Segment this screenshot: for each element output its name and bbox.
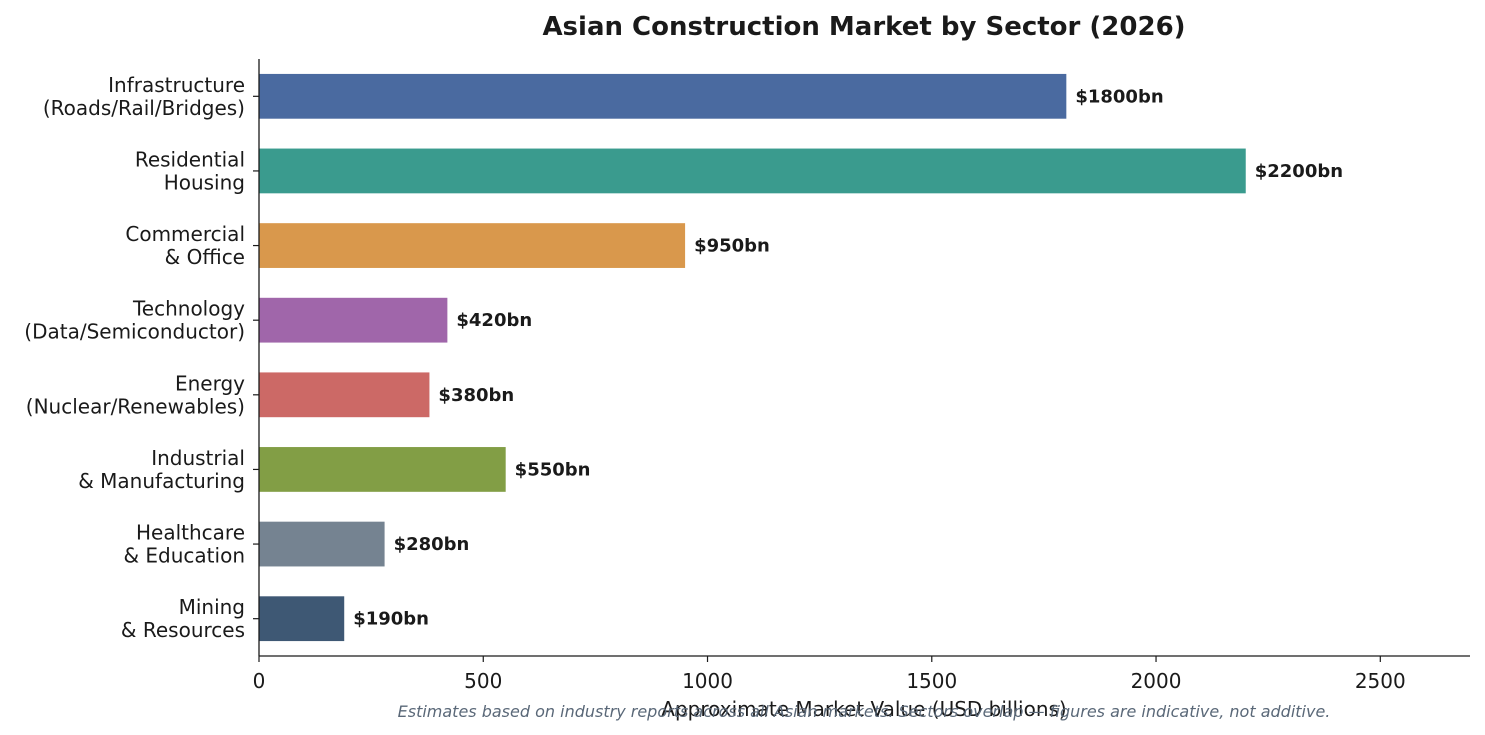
category-label-line: Mining (179, 595, 245, 619)
footnote: Estimates based on industry reports acro… (398, 702, 1331, 721)
category-label-line: Healthcare (136, 521, 245, 545)
value-label-6: $280bn (394, 534, 470, 555)
category-labels: Infrastructure (Roads/Rail/Bridges) Reside… (24, 73, 259, 642)
category-label-line: Energy (175, 371, 245, 395)
value-label-2: $950bn (694, 236, 770, 257)
category-label-line: (Nuclear/Renewables) (26, 394, 245, 418)
x-tick-label-5: 2500 (1355, 669, 1406, 693)
axes (258, 59, 1470, 657)
category-label-4: Energy (Nuclear/Renewables) (26, 371, 245, 418)
bars-group (259, 73, 1246, 642)
chart-title: Asian Construction Market by Sector (202… (542, 12, 1185, 42)
category-label-line: & Education (123, 544, 245, 568)
value-label-7: $190bn (353, 609, 429, 630)
category-label-5: Industrial & Manufacturing (78, 446, 245, 493)
category-label-line: Residential (135, 147, 245, 171)
value-label-1: $2200bn (1255, 161, 1343, 182)
category-label-line: Infrastructure (108, 73, 245, 97)
bar-0 (259, 73, 1067, 119)
x-ticks: 0 500 1000 1500 2000 2500 (253, 656, 1406, 693)
x-axis-title: Approximate Market Value (USD billions) (661, 697, 1066, 721)
bar-4 (259, 372, 430, 418)
category-label-1: Residential Housing (135, 147, 245, 194)
category-label-line: & Resources (121, 618, 245, 642)
bar-2 (259, 223, 686, 268)
value-label-0: $1800bn (1075, 86, 1163, 107)
category-label-3: Technology (Data/Semiconductor) (24, 297, 245, 344)
category-label-7: Mining & Resources (121, 595, 245, 642)
category-label-6: Healthcare & Education (123, 521, 245, 568)
x-tick-label-3: 1500 (906, 669, 957, 693)
x-tick-label-0: 0 (253, 669, 266, 693)
bar-3 (259, 297, 448, 343)
category-label-line: & Office (165, 245, 245, 269)
bar-1 (259, 148, 1246, 194)
bar-5 (259, 447, 506, 492)
bar-7 (259, 596, 345, 642)
category-label-line: Housing (164, 170, 245, 194)
category-label-line: (Data/Semiconductor) (24, 320, 245, 344)
value-label-4: $380bn (438, 385, 514, 406)
category-label-line: Technology (132, 297, 245, 321)
value-label-3: $420bn (456, 310, 532, 331)
value-labels: $1800bn $2200bn $950bn $420bn $380bn $550bn $2… (353, 86, 1343, 629)
x-tick-label-2: 1000 (682, 669, 733, 693)
x-tick-label-1: 500 (464, 669, 502, 693)
category-label-0: Infrastructure (Roads/Rail/Bridges) (43, 73, 245, 120)
category-label-line: Industrial (151, 446, 245, 470)
bar-6 (259, 521, 385, 567)
category-label-line: Commercial (125, 222, 245, 246)
category-label-line: (Roads/Rail/Bridges) (43, 96, 245, 120)
category-label-2: Commercial & Office (125, 222, 245, 269)
x-tick-label-4: 2000 (1131, 669, 1182, 693)
category-label-line: & Manufacturing (78, 469, 245, 493)
value-label-5: $550bn (515, 459, 591, 480)
